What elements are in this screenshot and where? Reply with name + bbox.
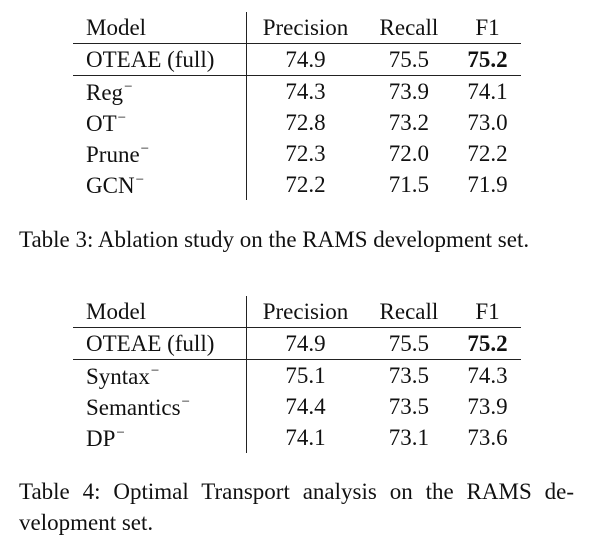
precision-cell: 75.1 bbox=[285, 363, 326, 388]
recall-cell: 73.5 bbox=[388, 394, 430, 419]
table-4-caption: Table 4: Optimal Transport analysis on t… bbox=[19, 476, 574, 538]
recall-cell: 73.1 bbox=[388, 425, 430, 450]
precision-cell: 74.9 bbox=[246, 327, 364, 360]
table-row: OTEAE (full) 74.9 75.5 75.2 bbox=[73, 327, 521, 360]
table-4-caption-line-2: velopment set. bbox=[19, 510, 154, 535]
header-model: Model bbox=[73, 296, 248, 328]
header-model: Model bbox=[73, 12, 248, 44]
precision-cell: 72.3 bbox=[285, 141, 326, 166]
recall-cell: 73.9 bbox=[388, 79, 430, 104]
header-recall: Recall bbox=[363, 296, 455, 328]
table-row: Reg− 74.3 73.9 74.1 bbox=[73, 75, 521, 107]
table-row: GCN− 72.2 71.5 71.9 bbox=[73, 169, 521, 200]
f1-cell: 73.9 bbox=[467, 394, 508, 419]
model-cell: Syntax− bbox=[73, 359, 248, 391]
table-4-caption-line-1: Table 4: Optimal Transport analysis on t… bbox=[19, 479, 574, 504]
f1-cell: 74.1 bbox=[467, 79, 508, 104]
model-cell: OTEAE (full) bbox=[73, 43, 248, 76]
f1-cell: 73.0 bbox=[467, 110, 508, 135]
minus-superscript: − bbox=[117, 109, 127, 126]
model-cell: Semantics− bbox=[73, 391, 248, 422]
table-row: Prune− 72.3 72.0 72.2 bbox=[73, 138, 521, 169]
table-row: OTEAE (full) 74.9 75.5 75.2 bbox=[73, 43, 521, 76]
header-f1: F1 bbox=[454, 296, 521, 328]
table-row: Semantics− 74.4 73.5 73.9 bbox=[73, 391, 521, 422]
minus-superscript: − bbox=[150, 362, 160, 379]
table-3: Model Precision Recall F1 OTEAE (full) 7… bbox=[73, 12, 521, 200]
table-row: Syntax− 75.1 73.5 74.3 bbox=[73, 359, 521, 391]
model-cell: Prune− bbox=[73, 138, 248, 169]
table-row: DP− 74.1 73.1 73.6 bbox=[73, 422, 521, 453]
minus-superscript: − bbox=[135, 171, 145, 188]
minus-superscript: − bbox=[140, 140, 150, 157]
table-row: OT− 72.8 73.2 73.0 bbox=[73, 107, 521, 138]
precision-cell: 74.9 bbox=[246, 43, 364, 76]
model-cell: GCN− bbox=[73, 169, 248, 200]
header-precision: Precision bbox=[246, 296, 364, 328]
precision-cell: 74.4 bbox=[285, 394, 326, 419]
recall-cell: 72.0 bbox=[388, 141, 430, 166]
minus-superscript: − bbox=[116, 424, 125, 441]
minus-superscript: − bbox=[124, 78, 133, 95]
table-4: Model Precision Recall F1 OTEAE (full) 7… bbox=[73, 296, 521, 453]
precision-cell: 74.3 bbox=[285, 79, 326, 104]
model-cell: OT− bbox=[73, 107, 248, 138]
table-header-row: Model Precision Recall F1 bbox=[73, 296, 521, 328]
f1-cell: 71.9 bbox=[467, 172, 508, 197]
recall-cell: 73.2 bbox=[388, 110, 430, 135]
precision-cell: 74.1 bbox=[285, 425, 326, 450]
precision-cell: 72.2 bbox=[285, 172, 326, 197]
model-cell: DP− bbox=[73, 422, 248, 453]
f1-cell: 74.3 bbox=[467, 363, 508, 388]
f1-cell: 73.6 bbox=[467, 425, 508, 450]
table-header-row: Model Precision Recall F1 bbox=[73, 12, 521, 44]
recall-cell: 73.5 bbox=[388, 363, 430, 388]
f1-cell: 72.2 bbox=[467, 141, 508, 166]
recall-cell: 71.5 bbox=[388, 172, 430, 197]
header-recall: Recall bbox=[363, 12, 455, 44]
table-3-caption: Table 3: Ablation study on the RAMS deve… bbox=[19, 227, 530, 252]
header-precision: Precision bbox=[246, 12, 364, 44]
precision-cell: 72.8 bbox=[285, 110, 326, 135]
recall-cell: 75.5 bbox=[363, 327, 455, 360]
model-cell: Reg− bbox=[73, 75, 248, 107]
header-f1: F1 bbox=[454, 12, 521, 44]
f1-cell-best: 75.2 bbox=[454, 327, 521, 360]
recall-cell: 75.5 bbox=[363, 43, 455, 76]
model-cell: OTEAE (full) bbox=[73, 327, 248, 360]
minus-superscript: − bbox=[181, 393, 191, 410]
f1-cell-best: 75.2 bbox=[454, 43, 521, 76]
